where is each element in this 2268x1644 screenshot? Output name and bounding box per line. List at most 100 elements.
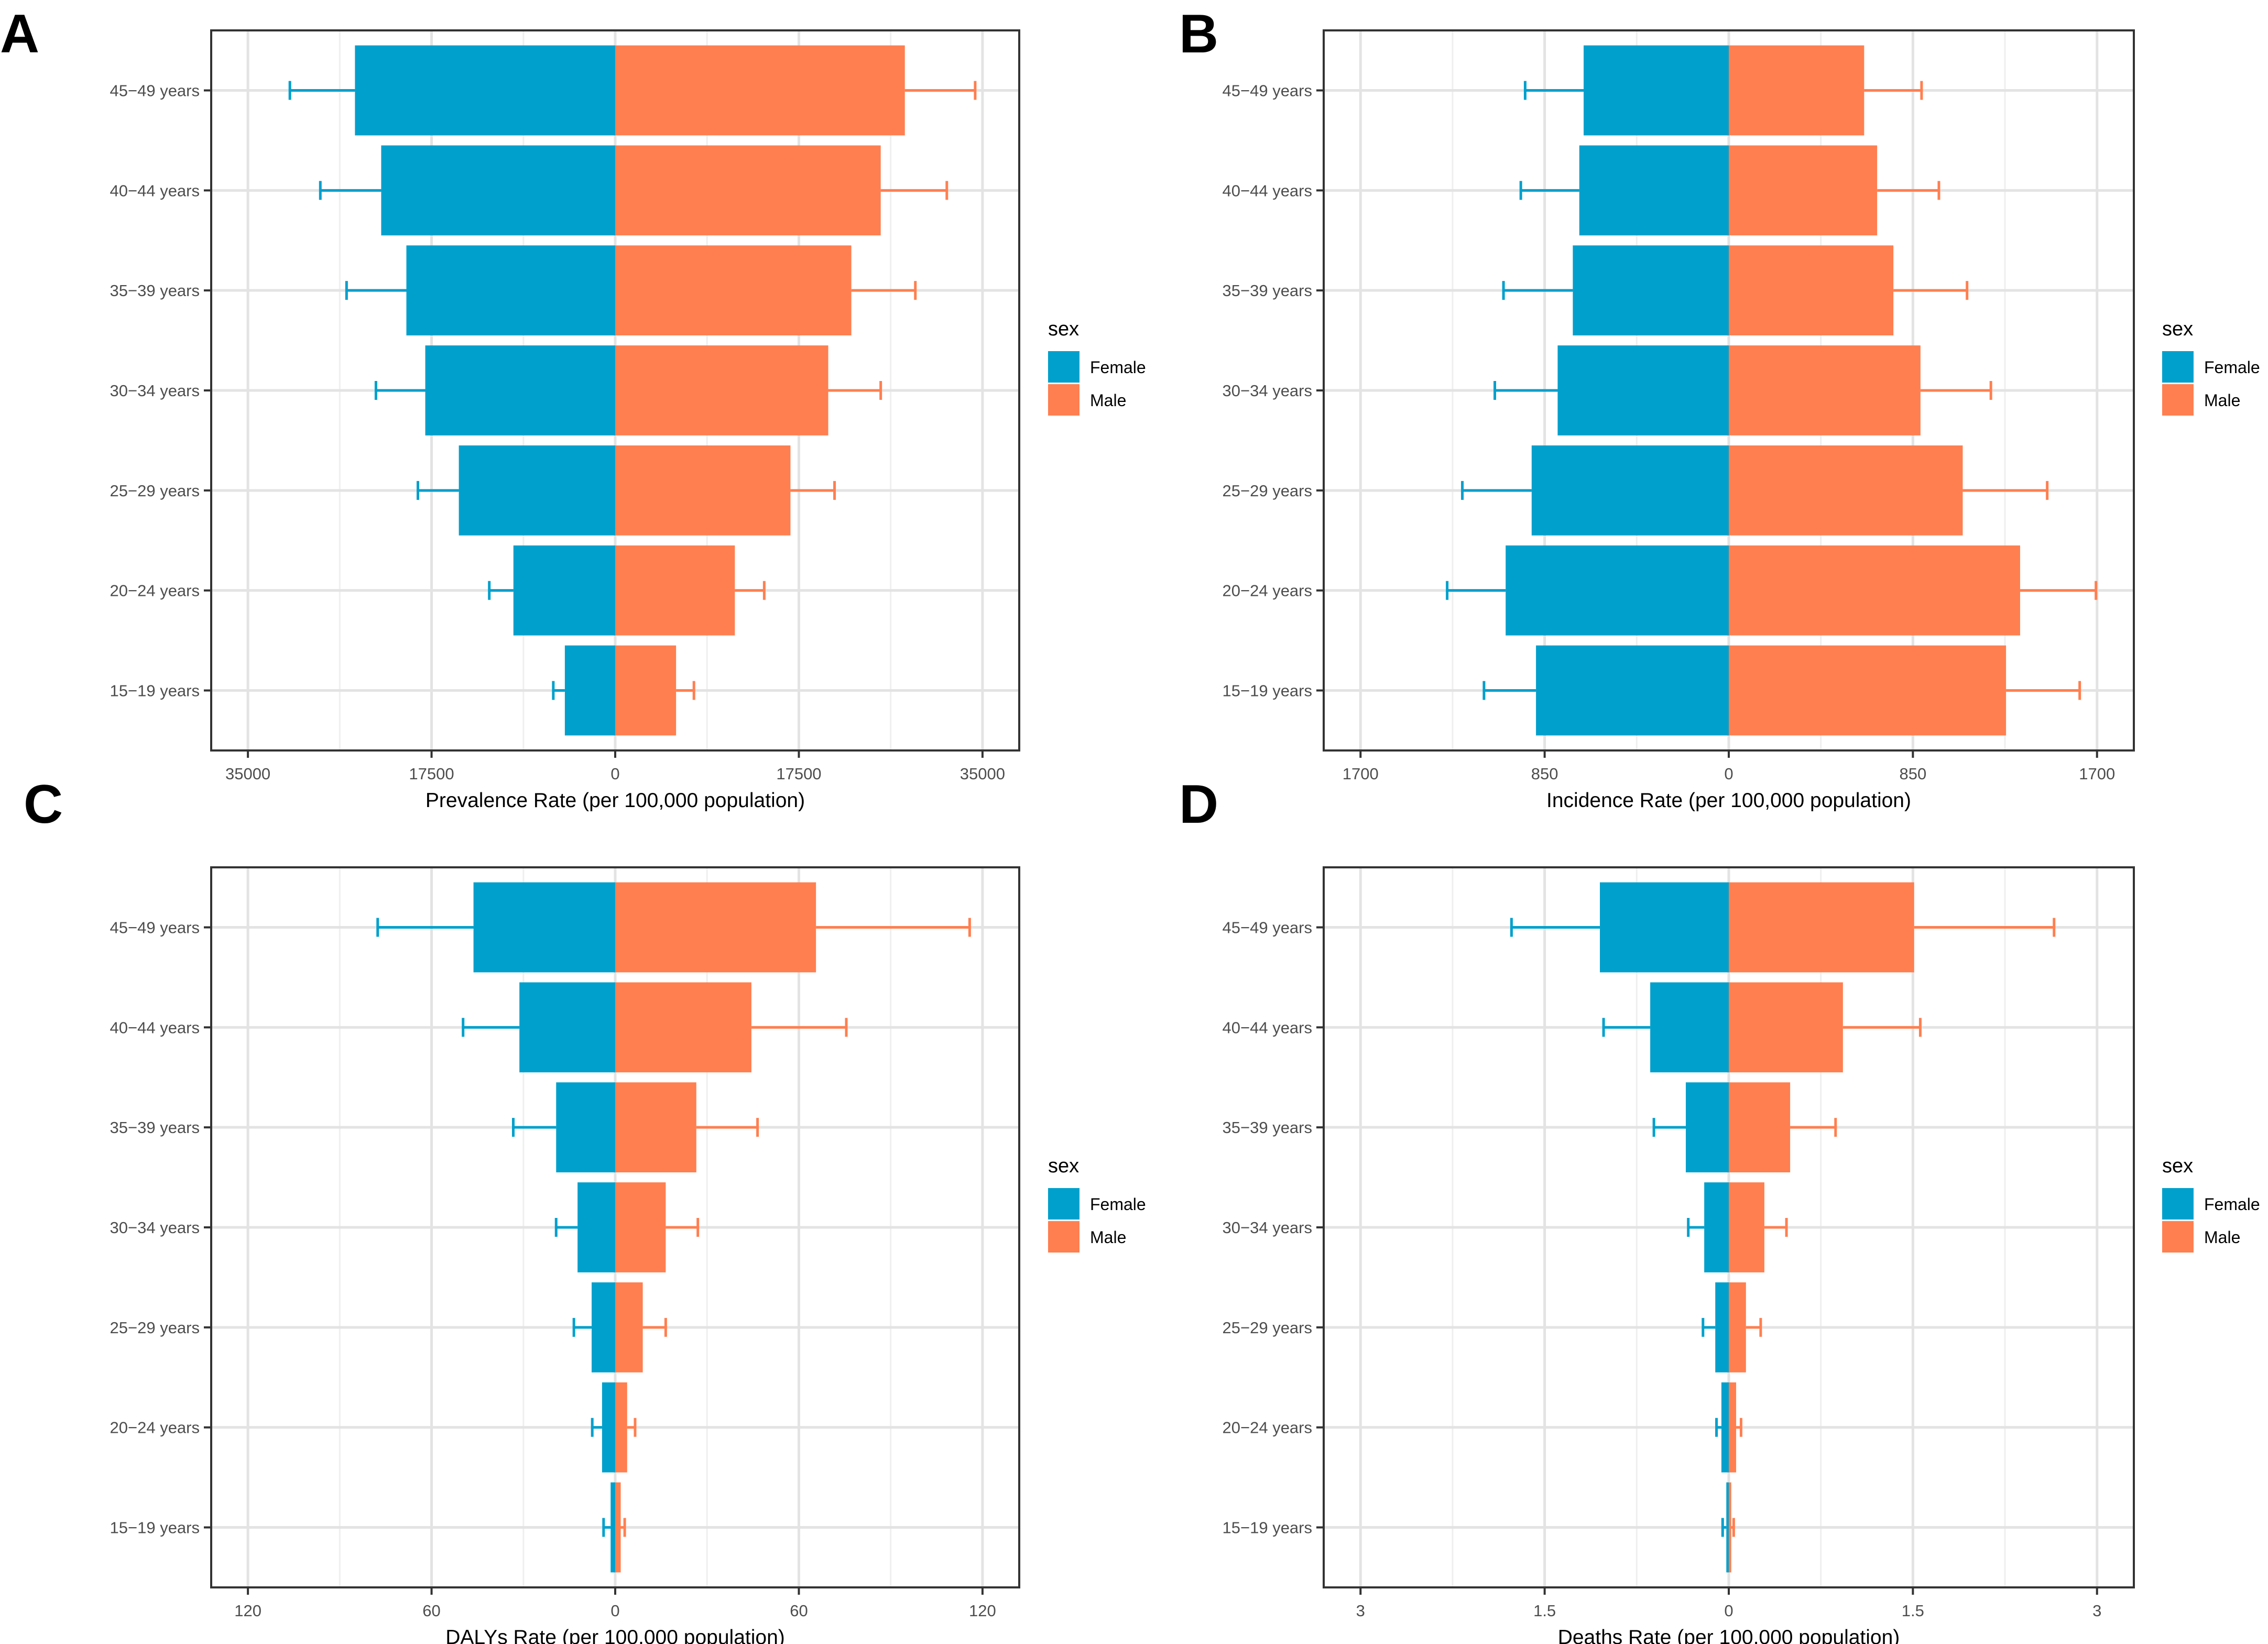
bar-female-0 [610, 1482, 615, 1573]
y-tick-label: 25−29 years [110, 482, 200, 500]
legend-title: sex [1048, 1155, 1079, 1177]
bar-male-6 [615, 45, 905, 136]
x-axis-title: Prevalence Rate (per 100,000 population) [426, 789, 805, 812]
x-tick-label: 17500 [776, 765, 821, 783]
bar-female-2 [1531, 445, 1729, 536]
bar-male-5 [1729, 982, 1843, 1073]
bar-male-2 [1729, 1282, 1746, 1373]
bar-female-1 [1721, 1382, 1729, 1473]
bar-male-2 [615, 445, 791, 536]
x-tick-label: 0 [610, 1602, 619, 1620]
bar-male-1 [615, 1382, 627, 1473]
x-tick-label: 60 [422, 1602, 440, 1620]
y-tick-label: 45−49 years [110, 919, 200, 937]
bar-male-1 [615, 545, 735, 636]
y-tick-label: 40−44 years [110, 181, 200, 200]
bar-female-1 [513, 545, 615, 636]
y-tick-label: 25−29 years [110, 1319, 200, 1337]
x-axis-title: Deaths Rate (per 100,000 population) [1558, 1626, 1900, 1644]
legend-key-female [1048, 351, 1080, 383]
bar-male-2 [1729, 445, 1963, 536]
x-tick-label: 3 [1356, 1602, 1365, 1620]
y-tick-label: 20−24 years [110, 582, 200, 600]
bar-male-4 [615, 245, 852, 336]
legend-title: sex [2162, 318, 2193, 340]
panel-label: D [1179, 774, 1218, 835]
bar-male-5 [615, 145, 881, 236]
x-axis-title: Incidence Rate (per 100,000 population) [1546, 789, 1911, 812]
x-tick-label: 0 [610, 765, 619, 783]
y-tick-label: 45−49 years [1223, 82, 1312, 100]
bar-male-0 [615, 1482, 621, 1573]
bar-male-6 [1729, 882, 1914, 973]
x-tick-label: 1.5 [1902, 1602, 1924, 1620]
legend-title: sex [1048, 318, 1079, 340]
y-tick-label: 40−44 years [1223, 1018, 1312, 1037]
x-tick-label: 850 [1899, 765, 1926, 783]
x-tick-label: 1.5 [1533, 1602, 1556, 1620]
legend-title: sex [2162, 1155, 2193, 1177]
bar-female-5 [519, 982, 615, 1073]
y-tick-label: 15−19 years [1223, 682, 1312, 700]
chart-panel-b: B 15−19 years 20−24 years 25−29 years 30−34 … [1179, 4, 2260, 812]
chart-panel-d: D 15−19 years 20−24 years 25−29 years 30−34 … [1179, 774, 2260, 1644]
y-tick-label: 30−34 years [1223, 1218, 1312, 1237]
bar-male-3 [1729, 1182, 1764, 1272]
x-tick-label: 35000 [225, 765, 270, 783]
bar-female-6 [355, 45, 615, 136]
y-tick-label: 20−24 years [1223, 582, 1312, 600]
y-tick-label: 40−44 years [1223, 181, 1312, 200]
y-tick-label: 30−34 years [110, 1218, 200, 1237]
y-tick-label: 35−39 years [1223, 1118, 1312, 1137]
chart-panel-a: A 15−19 years 20−24 years 25−29 years 30−34 … [0, 4, 1146, 812]
y-tick-label: 15−19 years [1223, 1519, 1312, 1537]
bar-male-0 [615, 645, 677, 736]
bar-male-1 [1729, 1382, 1737, 1473]
bar-female-5 [381, 145, 615, 236]
x-tick-label: 60 [790, 1602, 808, 1620]
bar-female-0 [564, 645, 615, 736]
y-tick-label: 35−39 years [110, 281, 200, 300]
bar-female-6 [473, 882, 615, 973]
panel-label: B [1179, 4, 1218, 64]
legend: sex Female Male [2162, 318, 2260, 416]
y-tick-label: 40−44 years [110, 1018, 200, 1037]
legend-label-female: Female [2204, 1195, 2260, 1214]
bar-female-4 [1686, 1082, 1729, 1173]
bar-female-6 [1600, 882, 1729, 973]
x-tick-label: 0 [1724, 1602, 1733, 1620]
legend-key-male [1048, 384, 1080, 416]
bar-male-3 [615, 1182, 666, 1272]
bar-female-3 [425, 345, 615, 436]
bar-female-4 [1573, 245, 1729, 336]
legend-label-female: Female [1090, 1195, 1146, 1214]
bar-female-0 [1536, 645, 1729, 736]
y-tick-label: 35−39 years [1223, 281, 1312, 300]
y-tick-label: 30−34 years [1223, 382, 1312, 400]
x-tick-label: 35000 [960, 765, 1005, 783]
x-tick-label: 1700 [2079, 765, 2115, 783]
y-tick-label: 30−34 years [110, 382, 200, 400]
bar-male-5 [615, 982, 751, 1073]
x-tick-label: 1700 [1343, 765, 1379, 783]
bar-female-5 [1650, 982, 1729, 1073]
x-tick-label: 120 [969, 1602, 996, 1620]
legend-label-female: Female [2204, 358, 2260, 377]
bar-male-4 [1729, 245, 1894, 336]
legend-key-male [2162, 384, 2194, 416]
bar-male-2 [615, 1282, 643, 1373]
legend-label-male: Male [1090, 1228, 1126, 1247]
y-tick-label: 15−19 years [110, 1519, 200, 1537]
bar-female-3 [1557, 345, 1729, 436]
bar-female-2 [1715, 1282, 1729, 1373]
bar-male-4 [1729, 1082, 1791, 1173]
y-tick-label: 35−39 years [110, 1118, 200, 1137]
bar-male-4 [615, 1082, 696, 1173]
y-tick-label: 25−29 years [1223, 482, 1312, 500]
legend: sex Female Male [2162, 1155, 2260, 1253]
x-tick-label: 850 [1531, 765, 1558, 783]
bar-male-0 [1729, 645, 2007, 736]
bar-female-0 [1726, 1482, 1729, 1573]
x-tick-label: 0 [1724, 765, 1733, 783]
